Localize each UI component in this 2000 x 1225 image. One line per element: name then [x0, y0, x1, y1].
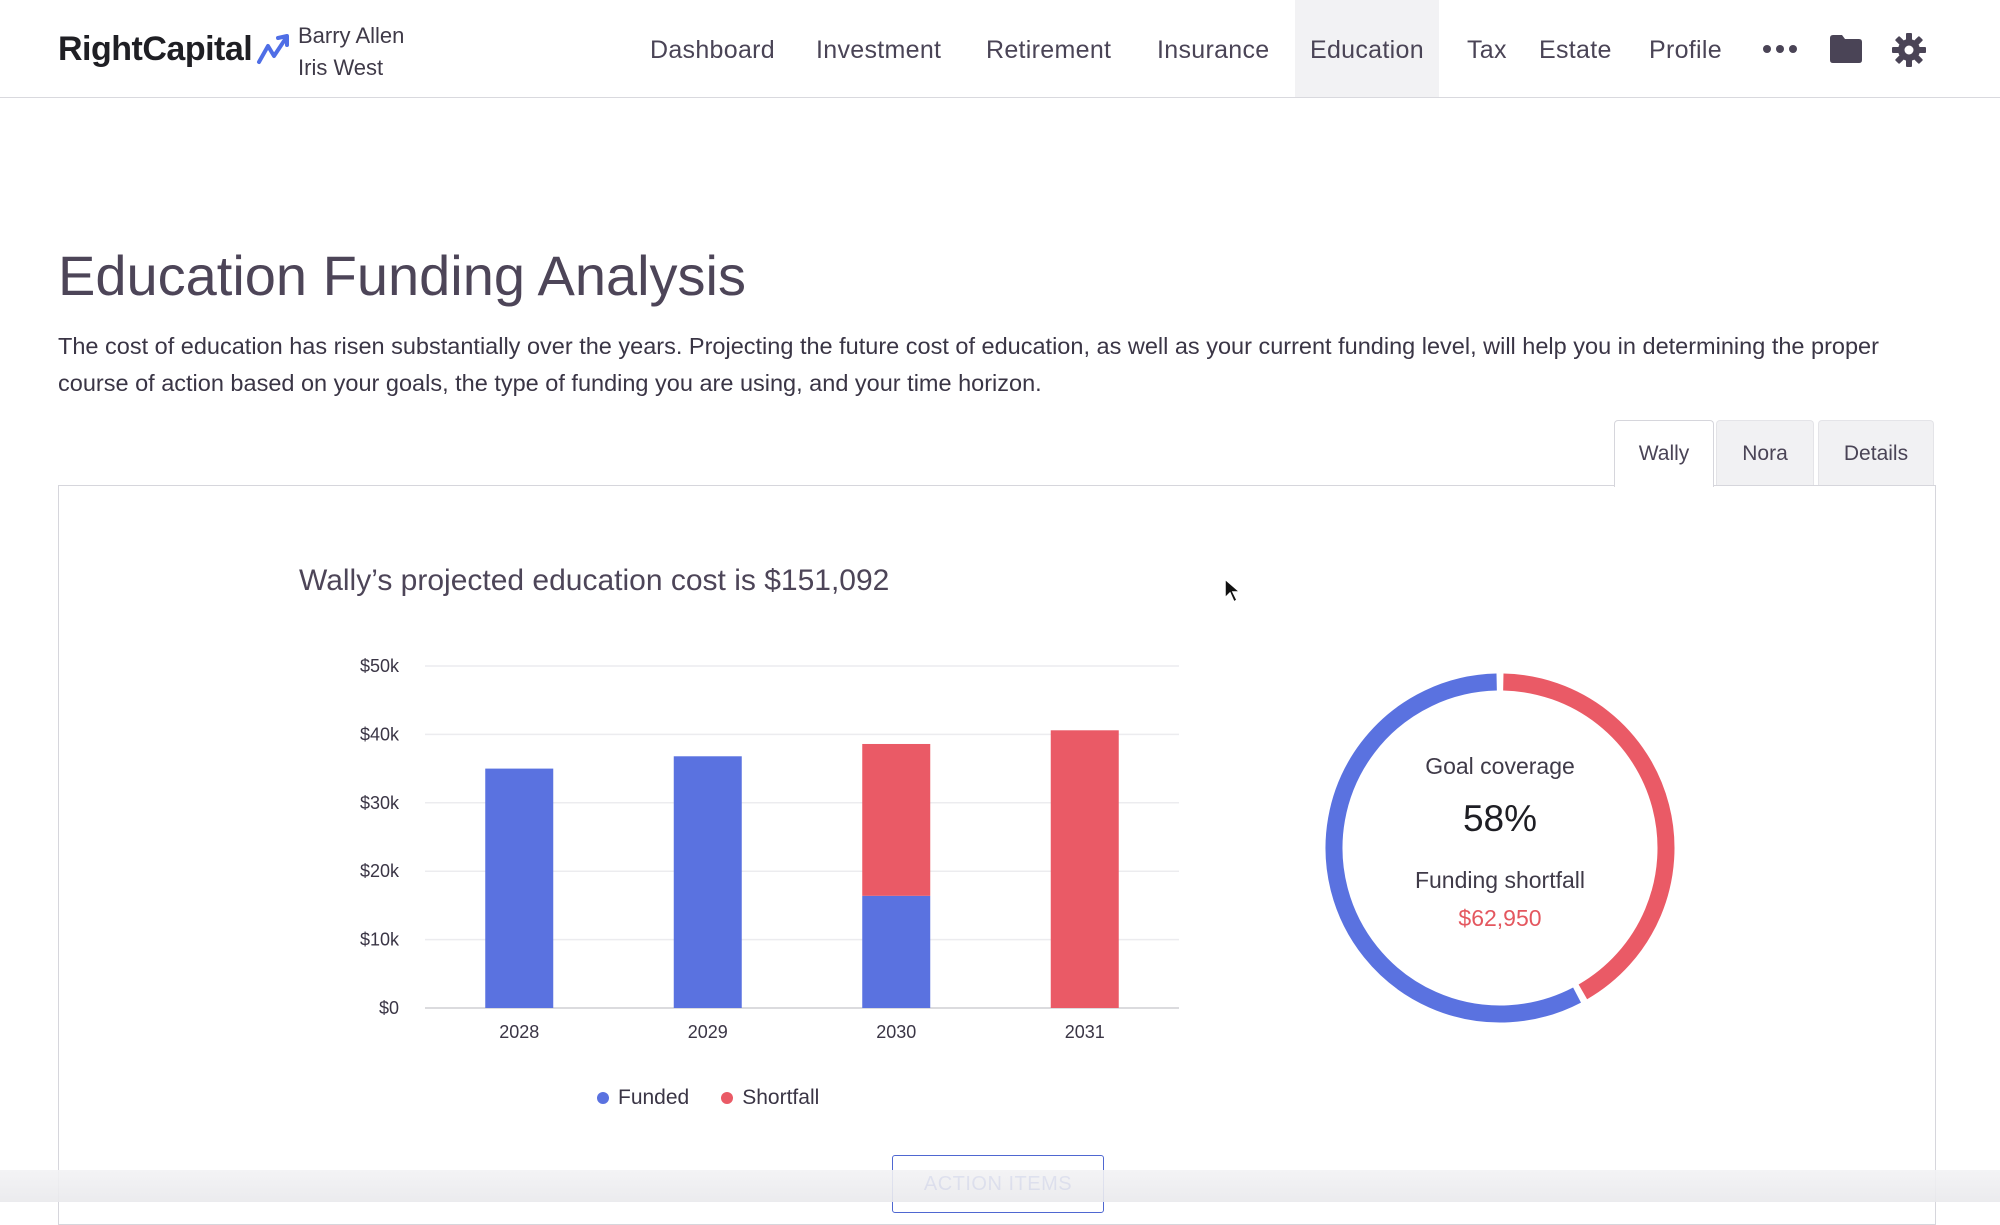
tab-nora[interactable]: Nora — [1716, 420, 1814, 486]
bar-funded-2028[interactable] — [485, 768, 554, 1008]
funding-panel: Wally’s projected education cost is $151… — [58, 485, 1936, 1225]
goal-coverage-donut — [1325, 673, 1675, 1023]
x-tick-label: 2030 — [876, 1022, 916, 1042]
y-tick-label: $40k — [360, 724, 400, 744]
y-tick-label: $0 — [379, 998, 399, 1018]
goal-coverage-value: 58% — [1462, 798, 1538, 839]
legend-label-funded: Funded — [618, 1086, 690, 1109]
goal-coverage-label: Goal coverage — [1425, 753, 1575, 779]
nav-insurance[interactable]: Insurance — [1157, 36, 1270, 64]
funding-shortfall-value: $62,950 — [1458, 905, 1542, 931]
x-tick-label: 2031 — [1065, 1022, 1105, 1042]
mouse-cursor-icon — [1224, 578, 1242, 604]
nav-estate[interactable]: Estate — [1539, 36, 1612, 64]
nav-education[interactable]: Education — [1295, 0, 1439, 97]
education-cost-bar-chart: $0 $10k $20k $30k $40k $50k 2028 2029 2030 2031 — [360, 656, 1179, 1042]
y-tick-label: $10k — [360, 930, 400, 950]
page-title: Education Funding Analysis — [58, 244, 746, 307]
y-tick-label: $30k — [360, 793, 400, 813]
legend-item-shortfall[interactable]: Shortfall — [721, 1086, 819, 1110]
bar-shortfall-2030[interactable] — [862, 743, 931, 896]
legend-dot-shortfall — [721, 1092, 734, 1104]
nav-retirement[interactable]: Retirement — [986, 36, 1112, 64]
nav-dashboard[interactable]: Dashboard — [650, 36, 776, 64]
bar-funded-2029[interactable] — [673, 756, 742, 1008]
page-intro: The cost of education has risen substant… — [58, 333, 1879, 396]
y-tick-label: $20k — [360, 861, 400, 881]
legend-label-shortfall: Shortfall — [742, 1086, 820, 1109]
more-icon[interactable] — [1762, 44, 1798, 54]
nav-tax[interactable]: Tax — [1467, 36, 1507, 64]
legend-item-funded[interactable]: Funded — [597, 1086, 689, 1110]
x-tick-label: 2028 — [499, 1022, 539, 1042]
bar-funded-2030[interactable] — [862, 895, 931, 1008]
client-names[interactable]: Barry Allen Iris West — [298, 20, 404, 84]
nav-investment[interactable]: Investment — [816, 36, 942, 64]
nav-profile[interactable]: Profile — [1649, 36, 1722, 64]
tab-wally[interactable]: Wally — [1614, 420, 1714, 487]
logo-text: RightCapital — [58, 30, 253, 68]
bottom-edge — [0, 1170, 2000, 1202]
donut-center-text: Goal coverage 58% Funding shortfall $62,… — [1322, 670, 1678, 1026]
logo-arrow-icon — [257, 33, 290, 64]
bar-shortfall-2031[interactable] — [1050, 730, 1119, 1008]
chart-title: Wally’s projected education cost is $151… — [299, 564, 890, 597]
x-tick-label: 2029 — [688, 1022, 728, 1042]
y-tick-label: $50k — [360, 656, 400, 676]
chart-legend: Funded Shortfall — [597, 1086, 851, 1110]
donut-funded-segment[interactable] — [1325, 673, 1581, 1023]
client-name-primary: Barry Allen — [298, 23, 405, 48]
client-name-secondary: Iris West — [298, 55, 384, 80]
donut-shortfall-segment[interactable] — [1503, 673, 1675, 1000]
legend-dot-funded — [597, 1092, 609, 1104]
funding-shortfall-label: Funding shortfall — [1414, 867, 1586, 893]
rightcapital-logo[interactable]: RightCapital — [58, 30, 296, 69]
top-navigation-bar: RightCapital Barry Allen Iris West Dashb… — [0, 0, 2000, 98]
gear-icon[interactable] — [1892, 33, 1926, 67]
main-nav: Dashboard Investment Retirement Insuranc… — [0, 0, 2000, 97]
folder-icon[interactable] — [1829, 34, 1863, 64]
tab-details[interactable]: Details — [1818, 420, 1934, 486]
